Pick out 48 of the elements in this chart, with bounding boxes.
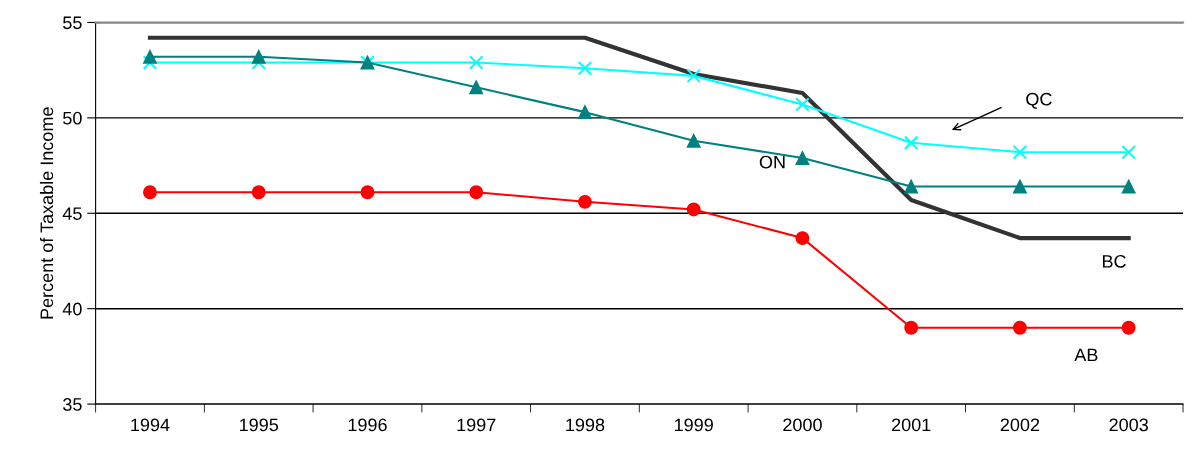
point (577, 60, 593, 76)
x-tick-label: 1995 (240, 418, 279, 432)
point (469, 80, 484, 95)
point (1012, 144, 1028, 160)
point (1012, 320, 1027, 335)
y-tick-label: 40 (62, 302, 82, 316)
point (795, 150, 810, 165)
x-tick-label: 2000 (783, 418, 822, 432)
point (143, 185, 157, 200)
point (904, 179, 919, 194)
text: QC (1026, 92, 1052, 109)
y-tick-label: 50 (63, 111, 82, 125)
point (904, 320, 919, 335)
point (251, 55, 267, 70)
point (143, 49, 157, 64)
series-label: BC (1102, 254, 1126, 268)
y-tick-label: 45 (62, 207, 82, 220)
point (468, 55, 484, 70)
y-tick-label: 35 (63, 398, 82, 411)
series-label: ON (759, 155, 785, 169)
point (578, 105, 592, 120)
point (1121, 320, 1136, 335)
x-tick-label: 1998 (566, 418, 605, 432)
point (360, 185, 375, 200)
x-tick-label: 1996 (348, 418, 387, 432)
point (251, 49, 266, 64)
series-label: AB (1074, 348, 1098, 362)
point (469, 185, 484, 200)
x-tick-label: 1997 (457, 418, 496, 432)
point (1121, 144, 1136, 160)
point (686, 202, 701, 217)
point (1012, 179, 1027, 194)
point (578, 194, 592, 209)
point (1121, 179, 1136, 194)
point (795, 97, 810, 112)
x-tick-label: 2003 (1109, 418, 1148, 432)
x-tick-label: 2002 (1000, 418, 1040, 432)
line-series (147, 35, 1131, 241)
point (686, 68, 701, 84)
point (903, 135, 919, 150)
x-tick-label: 2001 (892, 418, 931, 432)
x-tick-label: 1994 (131, 418, 170, 432)
point (251, 185, 266, 200)
x-tick-label: 1999 (674, 418, 713, 432)
point (795, 231, 810, 246)
y-axis-title: Percent of Taxable Income (39, 107, 54, 319)
point (686, 133, 701, 148)
y-tick-label: 55 (63, 16, 82, 30)
